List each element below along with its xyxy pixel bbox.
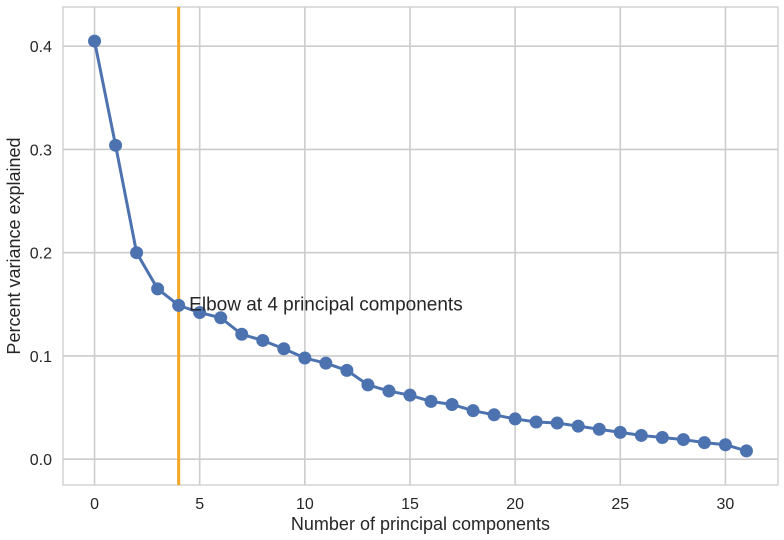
data-point — [634, 428, 648, 442]
data-point — [361, 378, 375, 392]
y-tick-label: 0.2 — [30, 246, 52, 263]
data-point — [529, 415, 543, 429]
y-tick-label: 0.3 — [30, 142, 52, 159]
grid — [63, 7, 778, 485]
x-tick-label: 20 — [506, 496, 524, 513]
data-point — [277, 342, 291, 356]
data-point — [466, 404, 480, 418]
x-tick-label: 30 — [717, 496, 735, 513]
data-point — [445, 397, 459, 411]
data-point — [130, 246, 144, 260]
x-tick-label: 25 — [611, 496, 629, 513]
data-point — [487, 408, 501, 422]
data-point — [697, 436, 711, 450]
y-tick-label: 0.1 — [30, 349, 52, 366]
data-point — [256, 333, 270, 347]
data-point — [718, 438, 732, 452]
data-point — [193, 306, 207, 320]
series-line — [93, 40, 747, 453]
x-tick-labels: 0 5 10 15 20 25 30 — [90, 496, 734, 513]
data-point — [382, 384, 396, 398]
data-point — [424, 394, 438, 408]
x-tick-label: 15 — [401, 496, 419, 513]
data-point — [298, 351, 312, 365]
data-point — [676, 433, 690, 447]
data-point — [151, 282, 165, 296]
data-point — [508, 412, 522, 426]
data-point — [592, 422, 606, 436]
elbow-annotation: Elbow at 4 principal components — [189, 294, 463, 315]
data-point — [235, 327, 249, 341]
x-tick-label: 10 — [296, 496, 314, 513]
series-layer — [88, 34, 753, 458]
data-point — [172, 298, 186, 312]
x-tick-label: 0 — [90, 496, 99, 513]
plot-frame — [62, 6, 779, 486]
data-point — [403, 388, 417, 402]
data-point — [550, 416, 564, 430]
data-point — [739, 444, 753, 458]
x-axis-label: Number of principal components — [291, 514, 550, 534]
y-axis-label: Percent variance explained — [4, 137, 24, 354]
x-tick-label: 5 — [195, 496, 204, 513]
y-tick-labels: 0.0 0.1 0.2 0.3 0.4 — [30, 39, 52, 469]
y-tick-label: 0.0 — [30, 452, 52, 469]
data-point — [340, 363, 354, 377]
data-point — [655, 431, 669, 445]
data-point — [613, 425, 627, 439]
data-point — [571, 419, 585, 433]
data-point — [88, 34, 102, 48]
data-point — [109, 138, 123, 152]
y-tick-label: 0.4 — [30, 39, 52, 56]
data-point — [214, 311, 228, 325]
data-point — [319, 356, 333, 370]
